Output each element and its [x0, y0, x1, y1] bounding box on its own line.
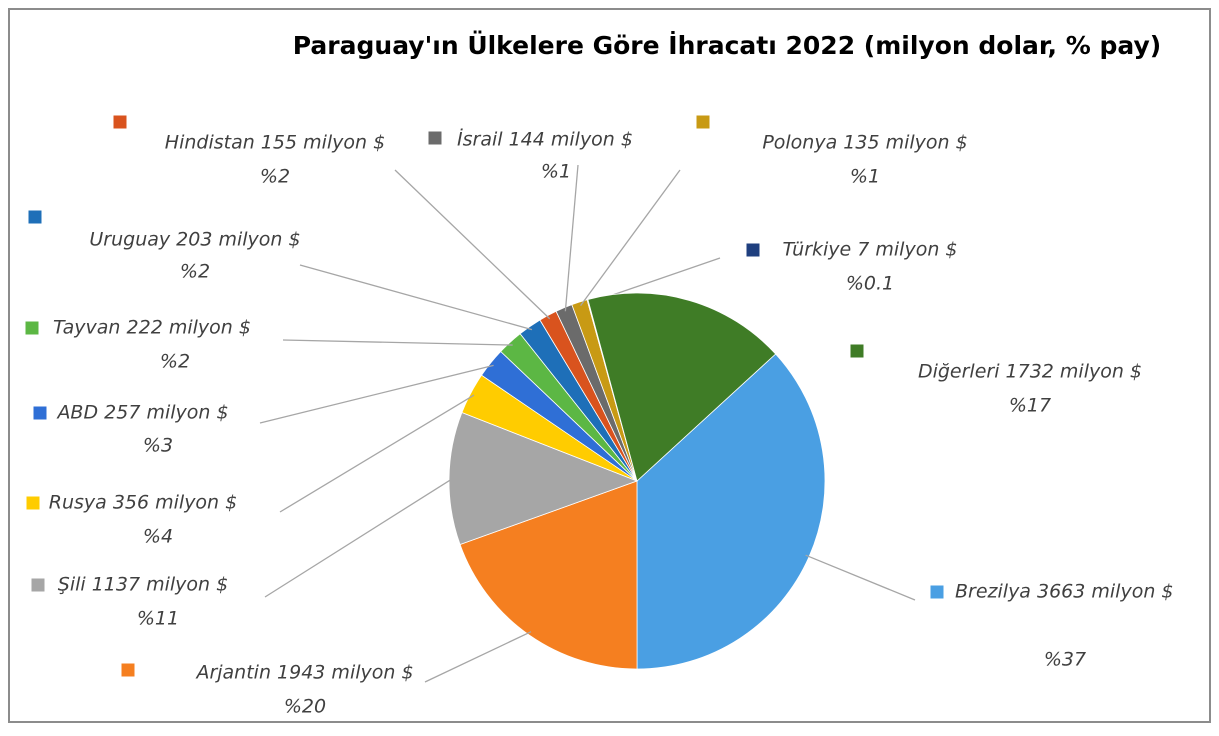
- leader-line: [259, 364, 494, 424]
- leader-line: [564, 164, 579, 312]
- data-label: Polonya 135 milyon $: [762, 132, 967, 154]
- leader-line: [264, 477, 454, 598]
- percent-label: %11: [137, 608, 179, 630]
- chart-title: Paraguay'ın Ülkelere Göre İhracatı 2022 …: [293, 30, 1161, 60]
- legend-swatch: [30, 577, 46, 593]
- percent-label: %1: [541, 161, 571, 183]
- percent-label: %2: [160, 351, 190, 373]
- leader-line: [805, 554, 916, 601]
- data-label: Şili 1137 milyon $: [58, 574, 228, 596]
- legend-swatch: [24, 320, 40, 336]
- percent-label: %20: [284, 696, 326, 718]
- legend-swatch: [112, 114, 128, 130]
- legend-swatch: [695, 114, 711, 130]
- percent-label: %4: [143, 526, 173, 548]
- legend-swatch: [25, 495, 41, 511]
- legend-swatch: [120, 662, 136, 678]
- leader-line: [279, 394, 475, 513]
- legend-swatch: [745, 242, 761, 258]
- data-label: Hindistan 155 milyon $: [165, 132, 385, 154]
- data-label: İsrail 144 milyon $: [457, 128, 633, 151]
- legend-swatch: [427, 130, 443, 146]
- data-label: Arjantin 1943 milyon $: [194, 662, 413, 684]
- leader-line: [394, 169, 551, 320]
- data-label: Tayvan 222 milyon $: [53, 317, 251, 339]
- data-label: Brezilya 3663 milyon $: [955, 581, 1174, 603]
- data-label: ABD 257 milyon $: [55, 402, 228, 424]
- percent-label: %0.1: [846, 273, 894, 295]
- leader-line: [299, 264, 533, 331]
- percent-label: %37: [1044, 649, 1086, 671]
- legend-swatch: [27, 209, 43, 225]
- leader-line: [580, 169, 681, 306]
- legend-swatch: [849, 343, 865, 359]
- data-label: Rusya 356 milyon $: [49, 492, 237, 514]
- legend-swatch: [32, 405, 48, 421]
- data-label: Uruguay 203 milyon $: [89, 229, 300, 251]
- data-label: Türkiye 7 milyon $: [782, 239, 957, 261]
- pie-slice: [587, 292, 777, 482]
- percent-label: %17: [1009, 395, 1051, 417]
- percent-label: %2: [260, 166, 290, 188]
- pie-slice: [448, 411, 639, 546]
- legend-swatch: [929, 584, 945, 600]
- percent-label: %2: [180, 261, 210, 283]
- percent-label: %1: [850, 166, 880, 188]
- leader-line: [282, 339, 513, 346]
- percent-label: %3: [143, 435, 173, 457]
- pie-slice: [459, 480, 638, 670]
- leader-line: [424, 631, 532, 683]
- data-label: Diğerleri 1732 milyon $: [918, 361, 1142, 383]
